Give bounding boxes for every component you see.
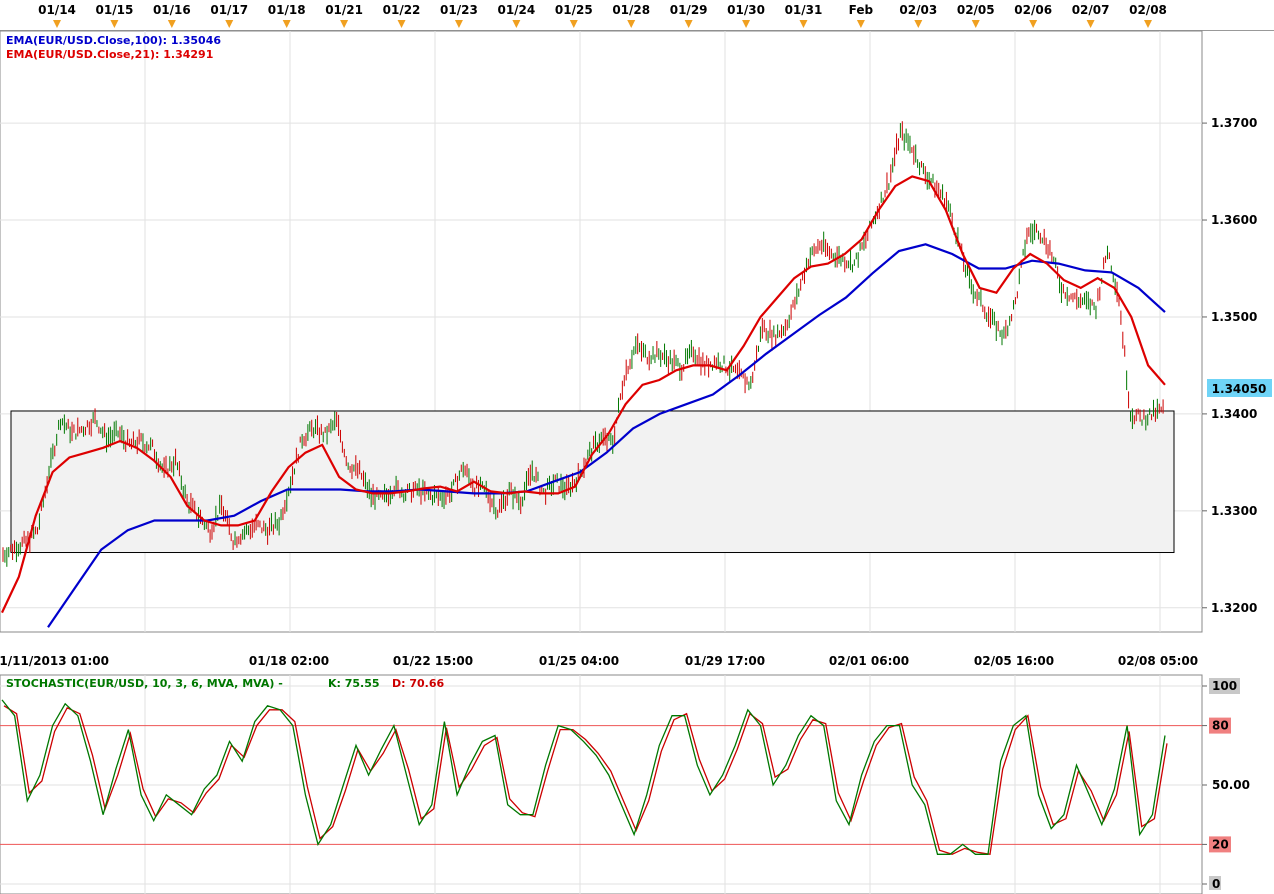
day-marker-icon [53, 20, 61, 28]
day-marker-icon [340, 20, 349, 28]
day-marker-icon [225, 20, 234, 28]
top-day-label: 01/24 [497, 3, 535, 17]
time-axis-label: 02/05 16:00 [974, 654, 1054, 668]
range-box [10, 410, 1175, 554]
top-day-label: 02/05 [957, 3, 995, 17]
top-day-label: 01/18 [268, 3, 306, 17]
top-day-label: 01/22 [383, 3, 421, 17]
price-y-tick-label: 1.3500 [1211, 310, 1257, 324]
time-axis-label: 01/22 15:00 [393, 654, 473, 668]
day-marker-icon [397, 20, 406, 28]
day-marker-icon [742, 20, 751, 28]
stoch-y-tick-label: 0 [1212, 877, 1220, 891]
time-axis-label: 01/11/2013 01:00 [0, 654, 109, 668]
day-marker-icon [512, 20, 521, 28]
top-day-label: 02/06 [1014, 3, 1052, 17]
top-date-axis: 01/14 01/15 01/16 01/17 01/18 01/21 01/22 01/23… [0, 0, 1274, 31]
stochastic-panel: 100 80 50.00 20 0 STOCHASTIC(EUR/USD, 10, 3,… [0, 674, 1250, 894]
day-marker-icon [569, 20, 578, 28]
stochastic-d-value: D: 70.66 [392, 677, 444, 690]
stoch-y-tick-label: 100 [1212, 679, 1237, 693]
day-marker-icon [282, 20, 291, 28]
ema100-legend: EMA(EUR/USD.Close,100): 1.35046 [6, 34, 221, 47]
day-marker-icon [914, 20, 923, 28]
last-price-label: 1.34050 [1212, 382, 1267, 396]
time-axis-label: 02/01 06:00 [829, 654, 909, 668]
stoch-level-badge [1209, 876, 1221, 890]
ema100-line [47, 243, 1166, 628]
time-axis-label: 02/08 05:00 [1118, 654, 1198, 668]
stoch-y-tick-label: 20 [1212, 837, 1229, 851]
day-marker-icon [684, 20, 693, 28]
price-y-tick-label: 1.3300 [1211, 504, 1257, 518]
top-day-label: 01/30 [727, 3, 765, 17]
price-y-tick-label: 1.3700 [1211, 116, 1257, 130]
top-day-label: 02/08 [1129, 3, 1167, 17]
stochastic-k-line [1, 699, 1166, 855]
ema21-legend: EMA(EUR/USD.Close,21): 1.34291 [6, 48, 213, 61]
top-day-label: 01/16 [153, 3, 191, 17]
top-day-label: 01/25 [555, 3, 593, 17]
time-axis-label: 01/29 17:00 [685, 654, 765, 668]
top-day-label: 01/31 [785, 3, 823, 17]
stoch-level-badge [1209, 836, 1231, 853]
top-day-label: 01/15 [96, 3, 134, 17]
stoch-y-tick-label: 50.00 [1212, 778, 1250, 792]
day-marker-icon [1144, 20, 1152, 28]
stoch-level-badge [1209, 717, 1231, 734]
stochastic-d-line [3, 705, 1168, 856]
day-marker-icon [1086, 20, 1095, 28]
last-price-marker: 1.34050 [1207, 379, 1272, 397]
stochastic-k-value: K: 75.55 [328, 677, 380, 690]
top-day-label: 01/28 [612, 3, 650, 17]
day-marker-icon [799, 20, 808, 28]
stoch-level-badge [1209, 678, 1240, 694]
stochastic-title: STOCHASTIC(EUR/USD, 10, 3, 6, MVA, MVA) … [6, 677, 283, 690]
time-axis: 01/11/2013 01:00 01/18 02:00 01/22 15:00 01… [0, 654, 1198, 668]
day-marker-icon [167, 20, 176, 28]
top-day-label: 01/21 [325, 3, 363, 17]
day-marker-icon [856, 20, 865, 28]
time-axis-label: 01/18 02:00 [249, 654, 329, 668]
stoch-y-tick-label: 80 [1212, 719, 1229, 733]
day-marker-icon [971, 20, 980, 28]
price-y-tick-label: 1.3200 [1211, 601, 1257, 615]
price-panel: 1.3700 1.3600 1.3500 1.3400 1.3300 1.3200 1.3… [0, 30, 1272, 633]
price-y-tick-label: 1.3600 [1211, 213, 1257, 227]
top-day-label: 01/17 [210, 3, 248, 17]
day-marker-icon [110, 20, 119, 28]
time-axis-label: 01/25 04:00 [539, 654, 619, 668]
top-day-label: 01/29 [670, 3, 708, 17]
day-marker-icon [1029, 20, 1038, 28]
ema21-line [1, 175, 1166, 614]
price-y-tick-label: 1.3400 [1211, 407, 1257, 421]
top-day-label: 02/03 [899, 3, 937, 17]
top-day-label: 01/14 [38, 3, 76, 17]
top-day-label: 02/07 [1072, 3, 1110, 17]
day-marker-icon [627, 20, 636, 28]
day-marker-icon [454, 20, 463, 28]
top-day-label: 01/23 [440, 3, 478, 17]
top-day-label: Feb [849, 3, 874, 17]
